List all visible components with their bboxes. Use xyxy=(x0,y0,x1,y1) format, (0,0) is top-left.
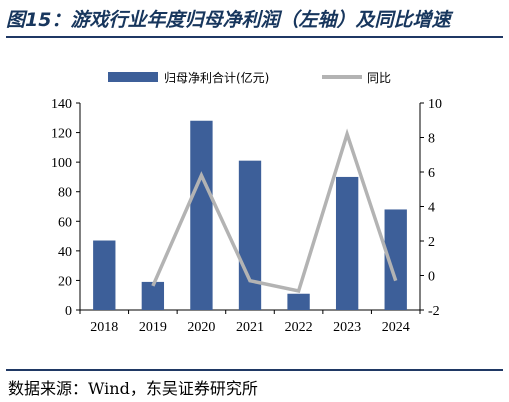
left-tick-label: 100 xyxy=(51,156,72,171)
left-tick-label: 40 xyxy=(58,245,72,260)
x-tick-label: 2018 xyxy=(90,320,118,335)
legend-line-label: 同比 xyxy=(367,71,391,85)
right-tick-label: 2 xyxy=(428,235,435,250)
legend-bar-swatch xyxy=(108,72,158,82)
source-note: 数据来源：Wind，东吴证券研究所 xyxy=(8,379,258,398)
bar xyxy=(335,176,359,310)
chart: 归母净利合计(亿元) 同比 0 20 40 60 80 100 120 140 -2 0 2 4 6 8 1… xyxy=(51,70,442,335)
x-tick-label: 2021 xyxy=(236,320,264,335)
axes xyxy=(76,102,424,314)
x-tick-label: 2023 xyxy=(333,320,361,335)
left-tick-label: 20 xyxy=(58,274,72,289)
right-tick-label: 6 xyxy=(428,166,435,181)
left-tick-label: 80 xyxy=(58,186,72,201)
x-tick-label: 2024 xyxy=(382,320,410,335)
bar xyxy=(190,120,213,310)
legend: 归母净利合计(亿元) 同比 xyxy=(108,70,391,85)
right-tick-label: 8 xyxy=(428,132,435,147)
bar xyxy=(93,240,116,310)
legend-bar-label: 归母净利合计(亿元) xyxy=(164,70,269,85)
left-tick-label: 0 xyxy=(65,304,72,319)
left-tick-label: 60 xyxy=(58,215,72,230)
x-tick-label: 2022 xyxy=(285,320,313,335)
bar-series xyxy=(93,120,407,310)
figure-title-bar: 图15：游戏行业年度归母净利润（左轴）及同比增速 xyxy=(6,4,503,32)
yoy-line xyxy=(151,128,398,294)
source-rule xyxy=(6,369,503,371)
bar xyxy=(384,209,407,310)
right-tick-label: 0 xyxy=(428,270,435,285)
x-tick-label: 2019 xyxy=(139,320,167,335)
bar xyxy=(287,293,310,310)
bar xyxy=(141,281,165,310)
right-tick-label: 10 xyxy=(428,97,442,112)
right-tick-label: 4 xyxy=(428,201,435,216)
bar xyxy=(238,160,262,310)
right-tick-label: -2 xyxy=(428,304,440,319)
line-series xyxy=(151,128,398,294)
tick-labels: 0 20 40 60 80 100 120 140 -2 0 2 4 6 8 10 2018 2019 2020 2… xyxy=(51,97,442,335)
left-tick-label: 120 xyxy=(51,127,72,142)
left-tick-label: 140 xyxy=(51,97,72,112)
x-tick-label: 2020 xyxy=(187,320,215,335)
title-rule xyxy=(6,36,503,38)
figure-title: 图15：游戏行业年度归母净利润（左轴）及同比增速 xyxy=(6,8,451,31)
